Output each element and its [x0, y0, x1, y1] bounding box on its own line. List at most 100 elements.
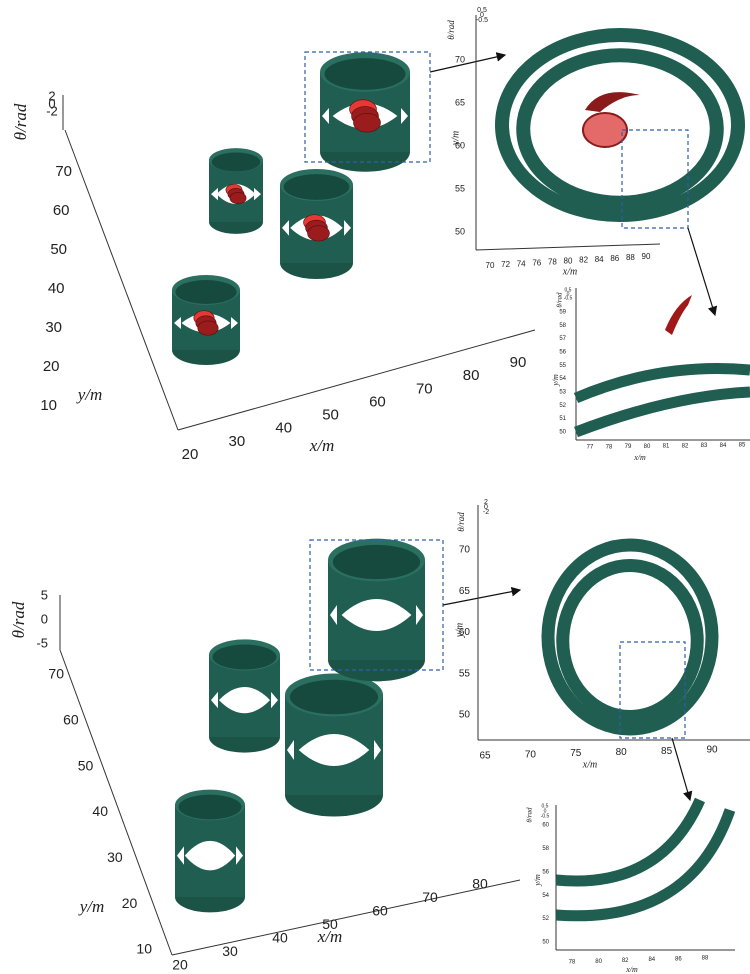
tick-label: 2 [484, 499, 488, 506]
tick-label: 10 [136, 941, 152, 957]
tick-label: 60 [53, 202, 70, 219]
tick-label: 85 [661, 746, 673, 757]
tick-label: 79 [625, 444, 632, 450]
axis-label: x/m [582, 759, 597, 770]
tick-label: 60 [63, 712, 79, 728]
tick-label: 70 [486, 261, 495, 270]
ring-arc [574, 386, 750, 438]
cylinder-inner [178, 794, 242, 820]
tick-label: 0.5 [565, 287, 572, 293]
tick-label: 70 [55, 163, 72, 180]
tick-label: -2 [483, 509, 489, 516]
tick-label: 65 [479, 751, 491, 762]
window [184, 840, 236, 871]
tick-label: 70 [422, 889, 438, 905]
tick-label: 30 [222, 943, 238, 959]
tick-label: 59 [559, 310, 566, 316]
axis-label: y/m [454, 623, 465, 638]
tick-label: 55 [455, 183, 465, 193]
window-right [416, 605, 423, 625]
cylinder-inner [175, 280, 237, 304]
tick-label: 50 [542, 940, 549, 946]
tick-label: 70 [416, 380, 433, 397]
axis-line [177, 329, 536, 431]
tick-label: 50 [78, 757, 94, 773]
tick-label: 72 [501, 260, 510, 269]
tick-label: 2 [48, 88, 55, 103]
window [298, 734, 370, 766]
tick-label: 50 [322, 407, 339, 424]
axis-label: y/m [450, 131, 461, 146]
tick-label: 50 [459, 710, 471, 721]
cylinder-inner [289, 679, 379, 715]
tick-label: 82 [579, 256, 588, 265]
tick-label: 86 [675, 956, 682, 962]
tick-label: 81 [663, 444, 670, 450]
axis-label: y/m [76, 385, 103, 404]
tick-label: 84 [720, 443, 727, 449]
tick-label: 51 [559, 416, 566, 422]
tick-label: 55 [459, 668, 471, 679]
axis-label: x/m [309, 436, 335, 455]
tick-label: 65 [455, 97, 465, 107]
window [341, 599, 412, 631]
tick-label: 85 [739, 443, 746, 449]
red-streak [585, 92, 640, 112]
tick-label: 78 [606, 444, 613, 450]
red-blob [582, 112, 628, 148]
tick-label: -0.5 [564, 295, 573, 301]
tick-label: 76 [532, 258, 541, 267]
axis-label: x/m [317, 927, 343, 946]
tick-label: 0.5 [542, 803, 549, 809]
tick-label: 50 [322, 916, 338, 932]
tick-label: 58 [559, 323, 566, 329]
tick-label: 80 [595, 959, 602, 965]
window-right [344, 220, 351, 236]
tick-label: 80 [616, 747, 628, 758]
ring-arc [555, 808, 736, 922]
tick-label: 80 [564, 257, 573, 266]
tick-label: 20 [172, 957, 188, 973]
axis-label: x/m [625, 965, 638, 974]
tick-label: 54 [542, 893, 549, 899]
tick-label: 90 [642, 252, 651, 261]
red-blob [307, 225, 330, 242]
window-right [374, 740, 381, 760]
tick-label: 30 [107, 849, 123, 865]
window-left [177, 846, 184, 865]
axis-label: x/m [562, 266, 577, 277]
tick-label: -2 [46, 103, 58, 118]
cylinder-inner [212, 644, 277, 670]
red-blob [229, 192, 247, 205]
axis-label: y/m [78, 897, 105, 916]
window-right [236, 846, 243, 865]
tick-label: 60 [369, 393, 386, 410]
tick-label: 78 [569, 960, 576, 966]
window-left [211, 187, 218, 201]
cylinder-inner [332, 544, 421, 580]
tick-label: 0 [480, 12, 484, 19]
tick-label: 0 [41, 611, 48, 626]
tick-label: 52 [559, 403, 566, 409]
window-right [401, 108, 408, 124]
tick-label: 40 [48, 280, 65, 297]
axis-label: θ/rad [11, 103, 30, 140]
tick-label: 70 [455, 54, 465, 64]
window-left [174, 317, 181, 329]
tick-label: 56 [559, 350, 566, 356]
tick-label: 20 [43, 358, 60, 375]
tick-label: 75 [570, 748, 582, 759]
tick-label: 70 [48, 666, 64, 682]
window-left [322, 108, 329, 124]
axis-line [64, 129, 179, 431]
axis-line [59, 649, 173, 956]
arrow [671, 737, 693, 802]
axis-label: y/m [551, 374, 560, 387]
red-streak [665, 295, 692, 335]
tick-label: 77 [587, 445, 594, 451]
window [218, 686, 271, 714]
axis-label: θ/rad [456, 512, 466, 532]
zoom-box [621, 129, 689, 229]
tick-label: 20 [182, 446, 199, 463]
